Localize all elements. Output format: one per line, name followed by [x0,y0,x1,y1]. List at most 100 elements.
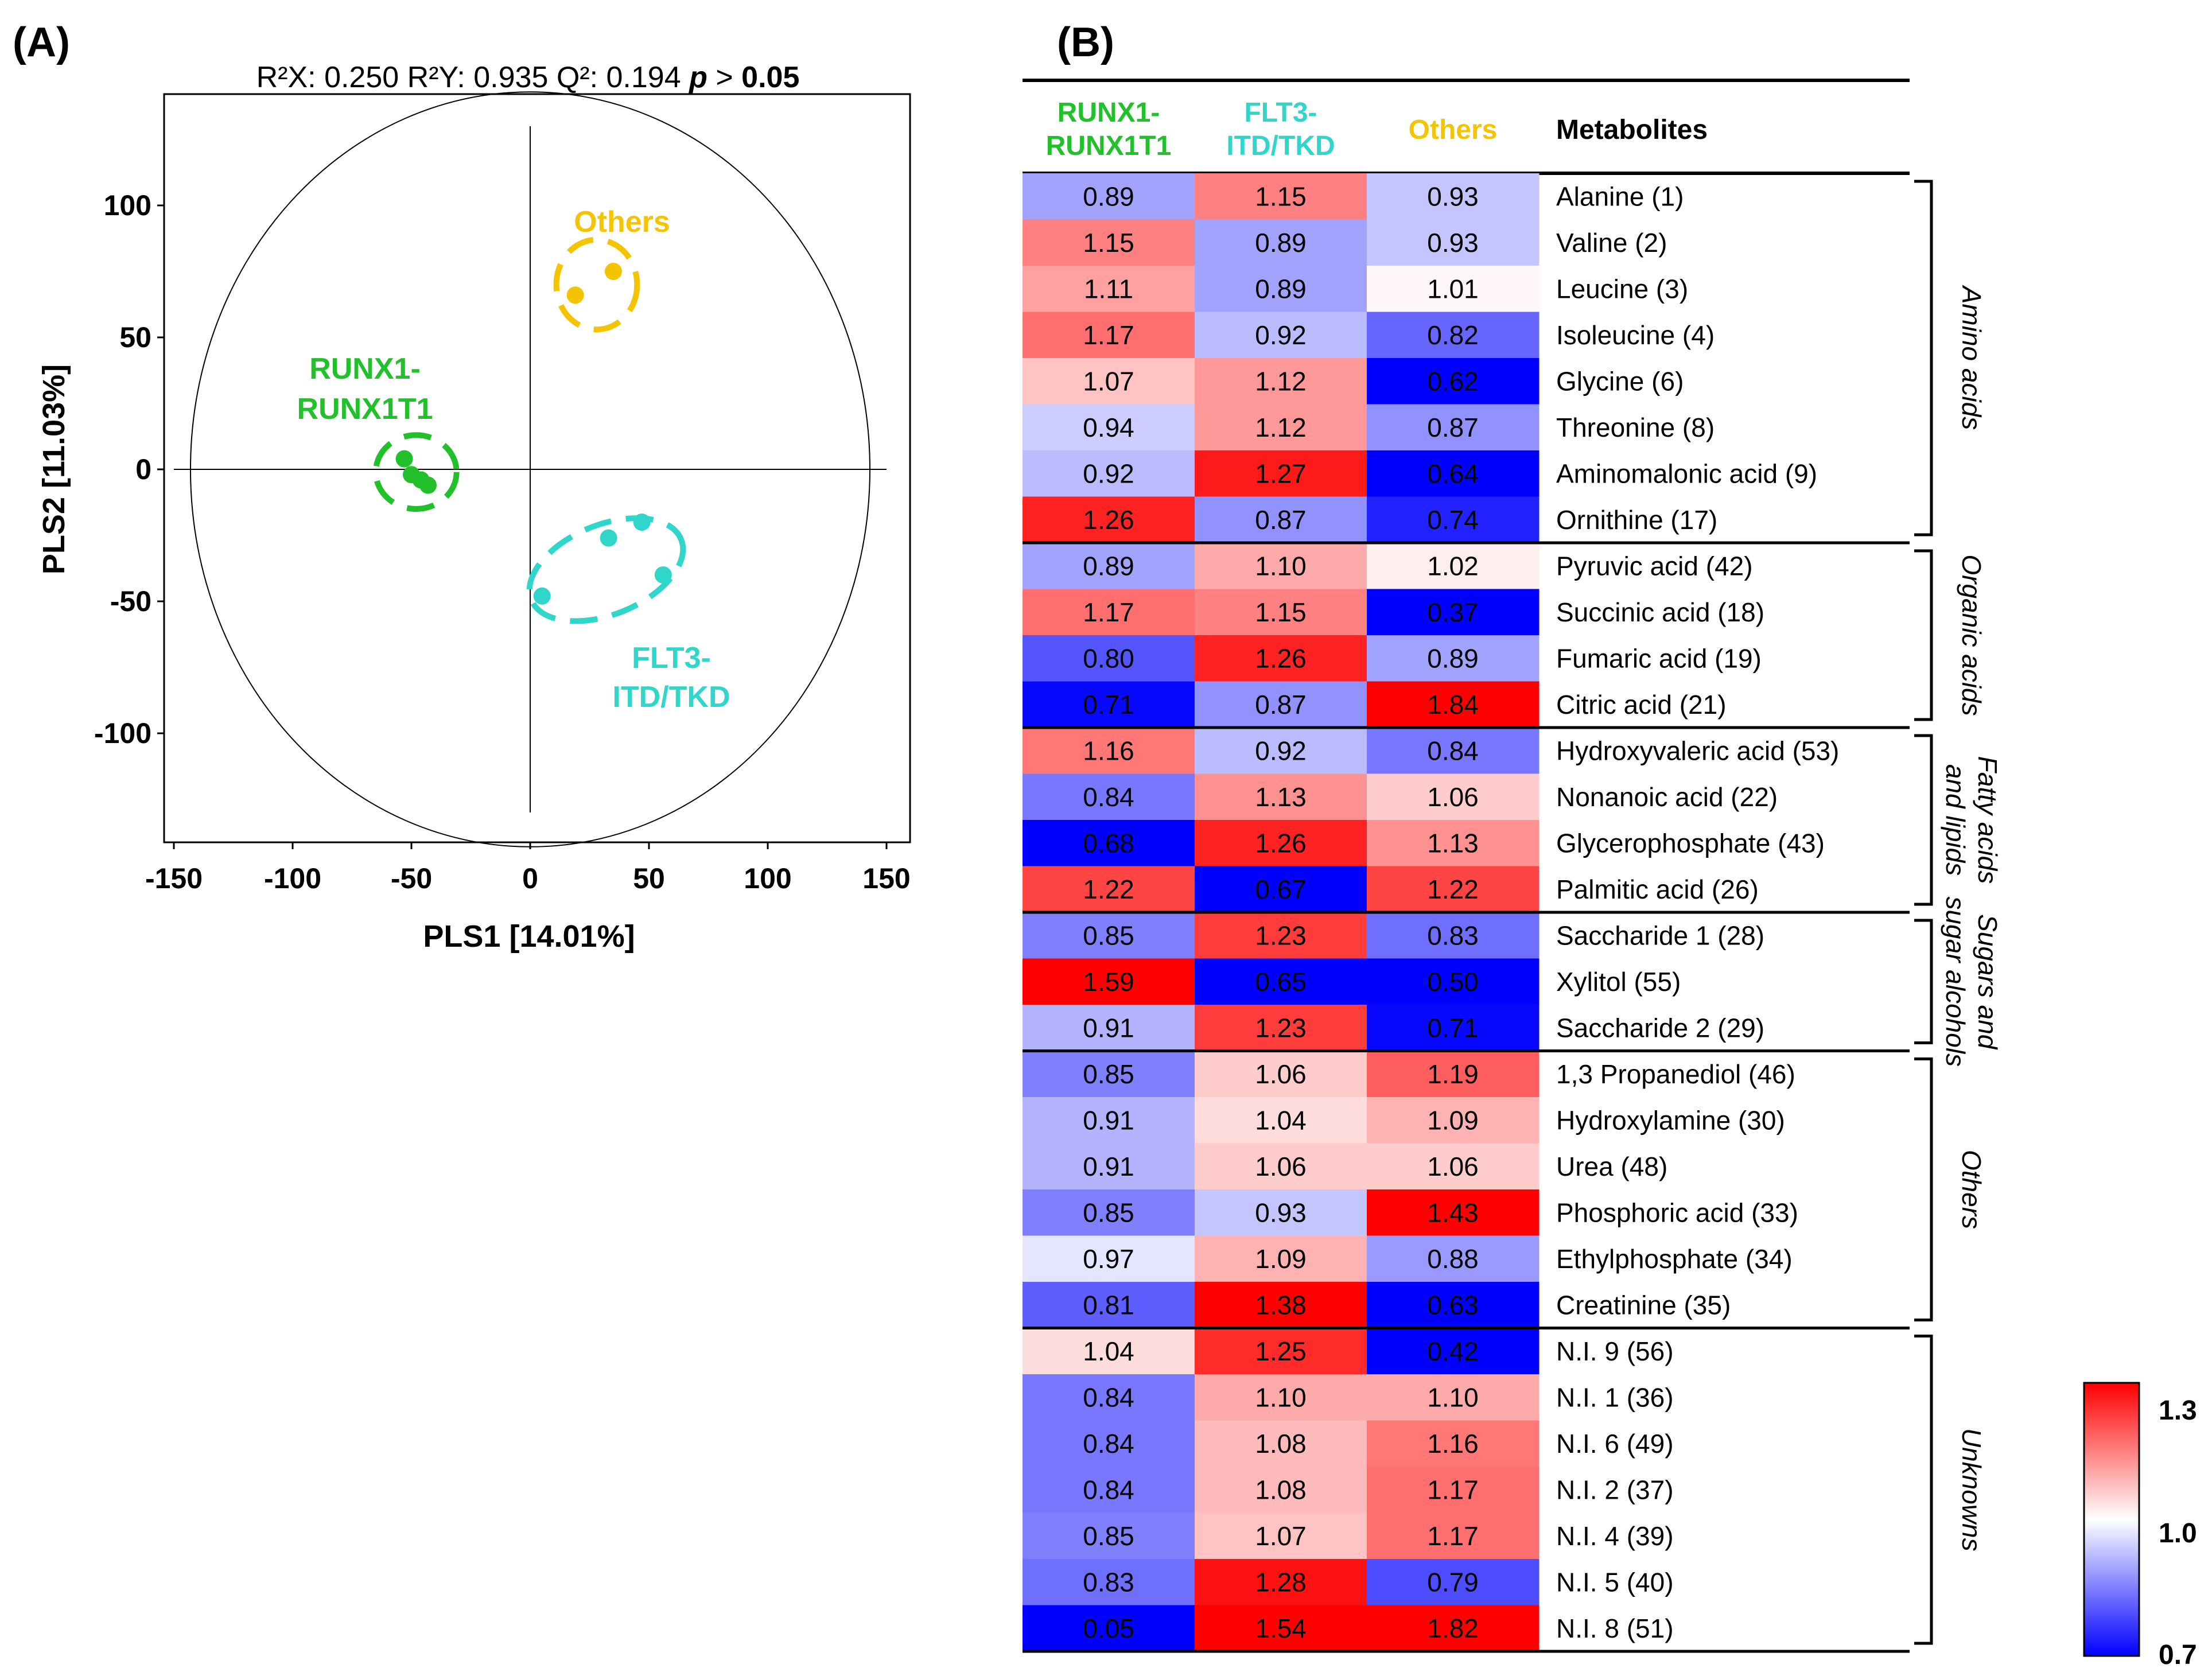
cell-value: 1.04 [1255,1105,1307,1135]
cell-value: 1.17 [1427,1475,1479,1504]
heatmap-row-saccharide-2-29: 0.91 1.23 0.71 Saccharide 2 (29) [1023,1005,1764,1051]
heatmap-row-palmitic-acid-26: 1.22 0.67 1.22 Palmitic acid (26) [1023,866,1759,913]
cell-value: 1.54 [1255,1613,1307,1643]
cell-value: 0.85 [1083,1059,1134,1089]
heat-cell-flt3-itd-tkd [1195,1512,1367,1560]
heat-cell-others [1367,404,1540,451]
r2y-value: 0.935 [473,61,548,94]
cell-value: 0.50 [1427,967,1479,997]
cell-value: 0.84 [1083,782,1134,812]
heatmap-row-citric-acid-21: 0.71 0.87 1.84 Citric acid (21) [1023,681,1727,728]
y-tick-label: 0 [135,453,151,485]
heat-cell-runx1-runx1t1 [1023,958,1195,1005]
heat-cell-runx1-runx1t1 [1023,312,1195,359]
metabolite-name: N.I. 6 (49) [1556,1429,1674,1459]
group-bracket [1914,919,1933,1044]
metabolite-name: Phosphoric acid (33) [1556,1197,1798,1227]
heat-cell-others [1367,1605,1540,1652]
cell-value: 0.81 [1083,1290,1134,1320]
q2-value: 0.194 [607,61,681,94]
heat-cell-flt3-itd-tkd [1195,404,1367,451]
heat-cell-others [1367,728,1540,774]
heat-cell-flt3-itd-tkd [1195,1005,1367,1051]
heatmap-row-nonanoic-acid-22: 0.84 1.13 1.06 Nonanoic acid (22) [1023,773,1778,821]
cell-value: 1.26 [1255,643,1307,673]
heat-cell-flt3-itd-tkd [1195,1374,1367,1421]
cell-value: 0.42 [1427,1336,1479,1366]
cell-value: 1.82 [1427,1613,1479,1643]
heatmap-row-pyruvic-acid-42: 0.89 1.10 1.02 Pyruvic acid (42) [1023,543,1753,589]
heatmap-row-n-i-2-37: 0.84 1.08 1.17 N.I. 2 (37) [1023,1467,1674,1513]
metabolite-name: N.I. 2 (37) [1556,1475,1674,1504]
colorbar-mid-label: 1.0 [2159,1518,2197,1549]
cell-value: 1.02 [1427,551,1479,581]
cell-value: 1.12 [1255,366,1307,396]
metabolite-name: Fumaric acid (19) [1556,643,1762,673]
heat-cell-flt3-itd-tkd [1195,1420,1367,1467]
model-stats: R²X: 0.250 R²Y: 0.935 Q²: 0.194 p > 0.05 [256,61,800,94]
metabolite-name: Alanine (1) [1556,181,1684,211]
cell-value: 1.13 [1255,782,1307,812]
heat-cell-runx1-runx1t1 [1023,1235,1195,1282]
cell-value: 0.91 [1083,1105,1134,1135]
cell-value: 0.85 [1083,920,1134,950]
heat-cell-flt3-itd-tkd [1195,266,1367,312]
heatmap-row-succinic-acid-18: 1.17 1.15 0.37 Succinic acid (18) [1023,589,1764,636]
cell-value: 0.84 [1083,1475,1134,1504]
cell-value: 0.94 [1083,413,1134,442]
heat-cell-runx1-runx1t1 [1023,635,1195,682]
scatter-layer: -150 -100 -50 0 50 100 150 100 50 0 -50 -100 PLS1 [1… [37,91,911,954]
heatmap-row-n-i-8-51: 0.05 1.54 1.82 N.I. 8 (51) [1023,1605,1674,1652]
cell-value: 1.10 [1255,1382,1307,1412]
cell-value: 0.05 [1083,1613,1134,1643]
heat-cell-runx1-runx1t1 [1023,1420,1195,1467]
heat-cell-flt3-itd-tkd [1195,219,1367,266]
heatmap-row-urea-48: 0.91 1.06 1.06 Urea (48) [1023,1143,1667,1190]
heat-cell-flt3-itd-tkd [1195,1467,1367,1513]
heat-cell-others [1367,635,1540,682]
metabolite-name: Nonanoic acid (22) [1556,782,1778,812]
x-axis-label: PLS1 [14.01%] [423,919,635,954]
plot-frame [163,93,911,843]
series-runx1-runx1t1: RUNX1- RUNX1T1 [297,352,460,512]
x-tick-label: 50 [633,862,665,895]
column-header-others: Others [1409,115,1498,145]
heat-cell-runx1-runx1t1 [1023,1189,1195,1236]
colorbar: 1.3 1.0 0.7 [2083,1382,2197,1670]
cell-value: 1.23 [1255,920,1307,950]
cell-value: 1.06 [1427,1152,1479,1181]
cell-value: 0.97 [1083,1244,1134,1274]
heatmap-row-hydroxyvaleric-acid-53: 1.16 0.92 0.84 Hydroxyvaleric acid (53) [1023,728,1839,774]
heat-cell-runx1-runx1t1 [1023,404,1195,451]
cell-value: 1.15 [1255,181,1307,211]
heat-cell-flt3-itd-tkd [1195,1235,1367,1282]
p-value: 0.05 [741,61,799,94]
heat-cell-runx1-runx1t1 [1023,1051,1195,1098]
cell-value: 0.91 [1083,1152,1134,1181]
heatmap-row-n-i-1-36: 0.84 1.10 1.10 N.I. 1 (36) [1023,1374,1674,1421]
cell-value: 1.23 [1255,1013,1307,1043]
cell-value: 0.83 [1083,1567,1134,1597]
heat-cell-runx1-runx1t1 [1023,450,1195,497]
heat-cell-others [1367,912,1540,959]
heat-cell-others [1367,1328,1540,1375]
category-label: Unknowns [1957,1428,1986,1552]
heat-cell-others [1367,773,1540,821]
metabolite-name: Leucine (3) [1556,274,1688,304]
heat-cell-runx1-runx1t1 [1023,728,1195,774]
metabolite-name: N.I. 1 (36) [1556,1382,1674,1412]
metabolite-name: Saccharide 1 (28) [1556,920,1764,950]
category-label: Organic acids [1957,554,1986,716]
cell-value: 1.04 [1083,1336,1134,1366]
metabolite-name: Hydroxyvaleric acid (53) [1556,736,1839,765]
heatmap-row-threonine-8: 0.94 1.12 0.87 Threonine (8) [1023,404,1715,451]
heat-cell-others [1367,1559,1540,1605]
r2y-label: R²Y: [407,61,465,94]
cell-value: 1.28 [1255,1567,1307,1597]
heatmap-row-n-i-9-56: 1.04 1.25 0.42 N.I. 9 (56) [1023,1328,1674,1375]
cell-value: 0.85 [1083,1197,1134,1227]
category-group-amino-acids: Amino acids [1023,180,1986,545]
heat-cell-flt3-itd-tkd [1195,543,1367,589]
cell-value: 0.87 [1427,413,1479,442]
